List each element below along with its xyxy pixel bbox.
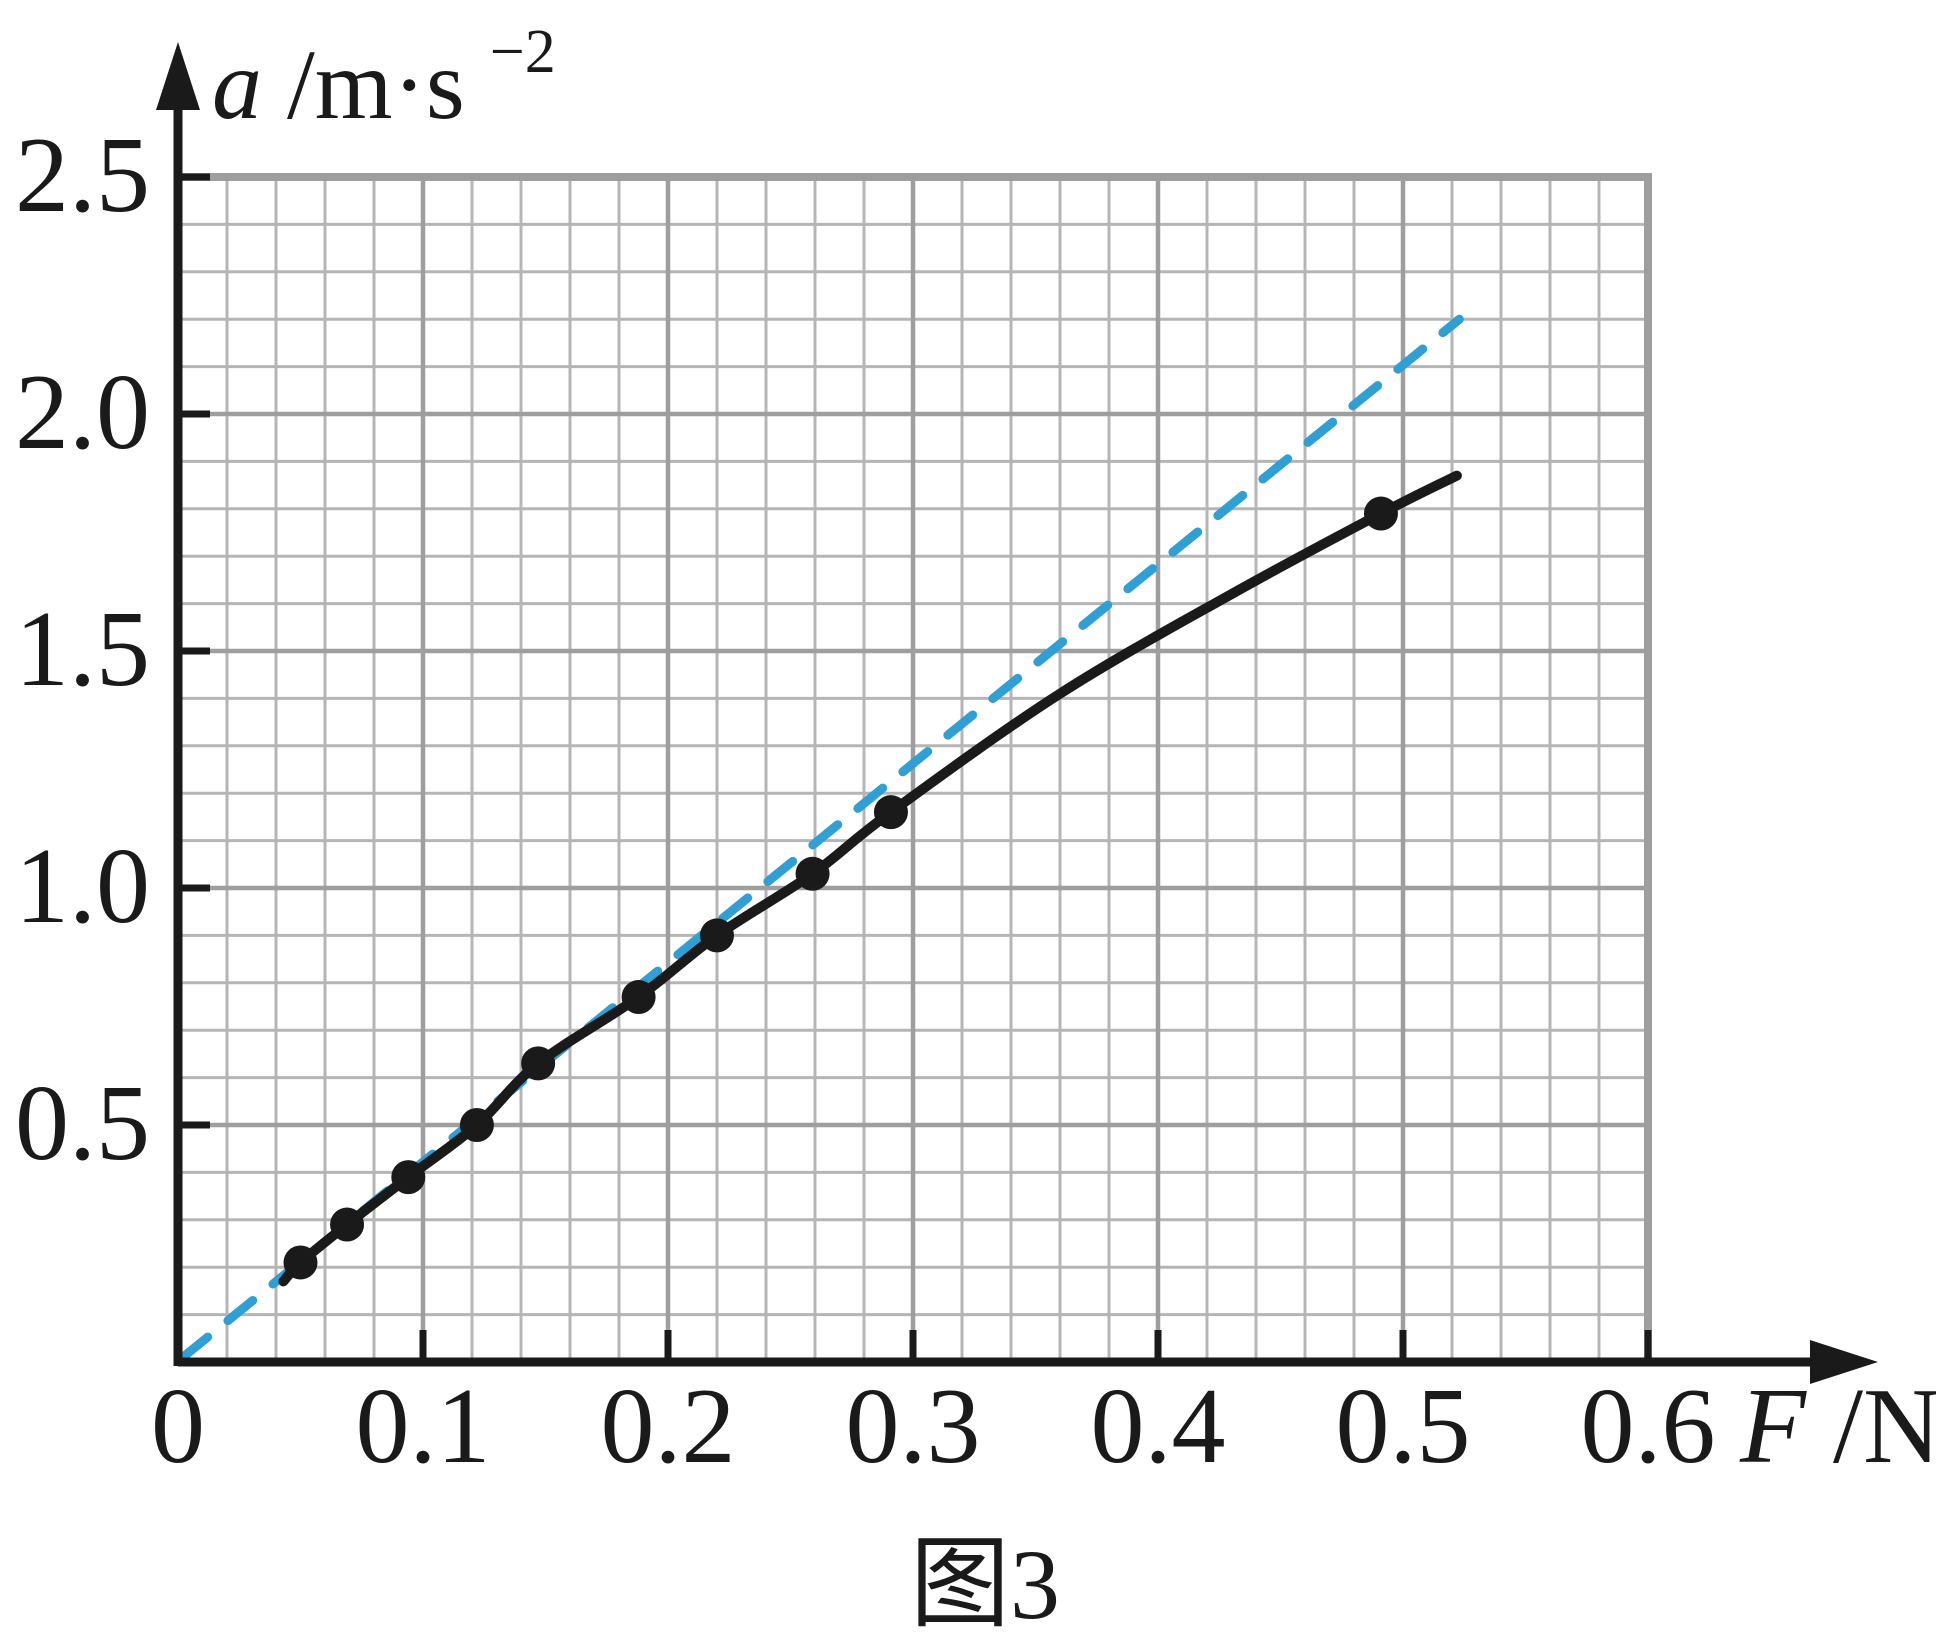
- x-tick-label: 0.6: [1581, 1367, 1716, 1486]
- x-tick-label: 0.1: [356, 1367, 491, 1486]
- x-axis-label: F /N: [1739, 1367, 1936, 1486]
- data-point: [391, 1160, 426, 1195]
- x-axis-label-variable: F: [1739, 1367, 1807, 1486]
- y-tick-label: 1.5: [15, 590, 150, 709]
- x-tick-label: 0.5: [1336, 1367, 1471, 1486]
- x-tick-label: 0: [151, 1367, 205, 1486]
- dashed-fit-line: [178, 314, 1464, 1362]
- data-point: [521, 1046, 556, 1081]
- y-tick-label: 2.5: [15, 116, 150, 235]
- data-point: [1363, 496, 1398, 531]
- y-axis-label: a /m·s −2: [212, 18, 556, 140]
- chart-generated-layer: 0 0.1 0.2 0.3 0.4 0.5 0.6 0.5 1.0 1.5 2.0 2.5: [15, 42, 1878, 1486]
- data-point: [330, 1207, 365, 1242]
- data-curve: [278, 470, 1462, 1287]
- y-axis-label-superscript: −2: [490, 18, 556, 86]
- y-axis-label-variable: a: [212, 29, 262, 140]
- figure-caption: 图3: [910, 1529, 1060, 1638]
- y-tick-label: 2.0: [15, 353, 150, 472]
- x-tick-label: 0.3: [846, 1367, 981, 1486]
- data-point: [700, 918, 734, 953]
- y-tick-label: 0.5: [15, 1064, 150, 1183]
- y-axis-label-unit: /m·s: [287, 29, 465, 140]
- x-tick-label: 0.2: [601, 1367, 736, 1486]
- y-tick-label: 1.0: [15, 827, 150, 946]
- data-point: [873, 795, 908, 830]
- data-point: [459, 1108, 494, 1142]
- x-axis-arrow-icon: [1810, 1340, 1878, 1384]
- data-point: [621, 980, 656, 1015]
- y-axis-arrow-icon: [156, 42, 200, 110]
- data-point: [283, 1245, 318, 1280]
- data-point: [795, 856, 830, 891]
- x-axis-label-unit: /N: [1833, 1367, 1936, 1486]
- x-tick-label: 0.4: [1091, 1367, 1226, 1486]
